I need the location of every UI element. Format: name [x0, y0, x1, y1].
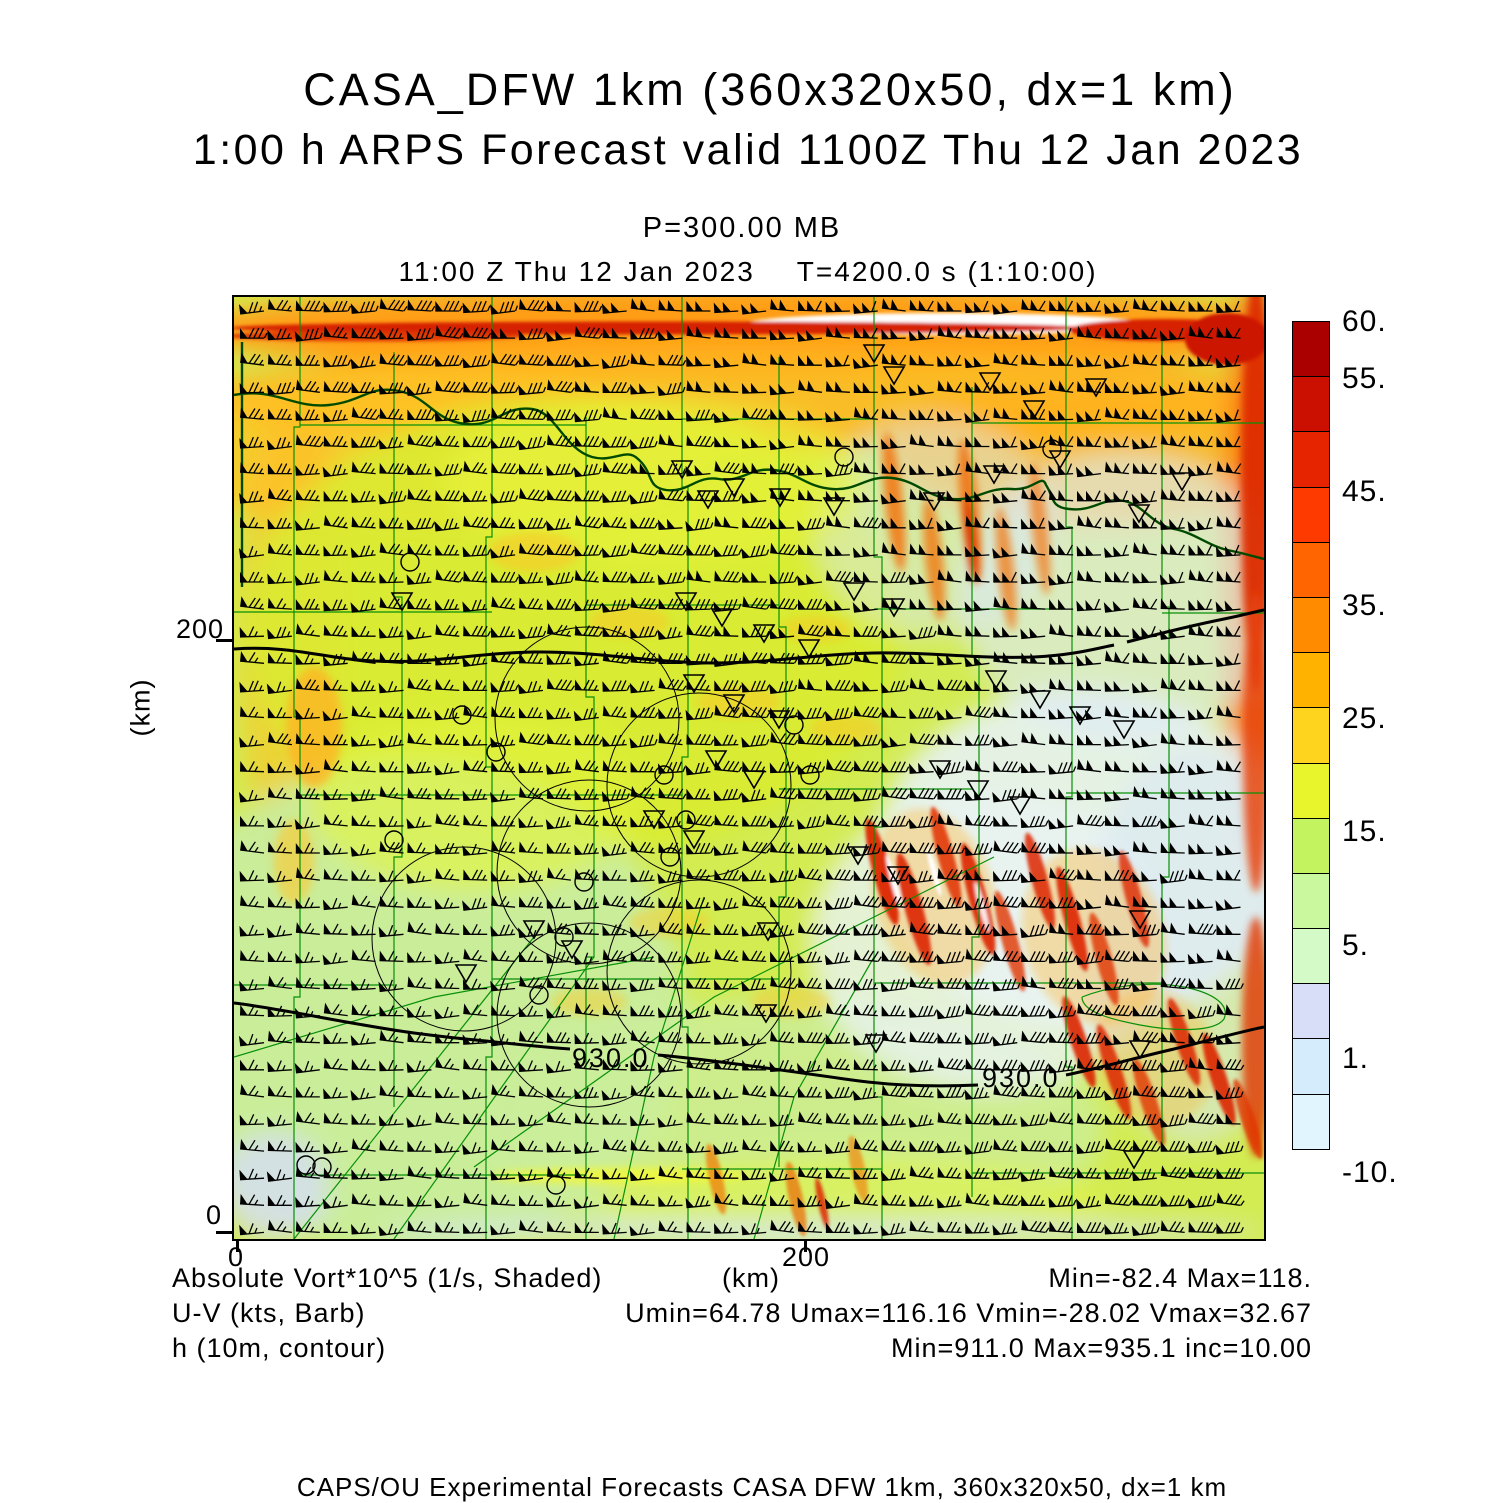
colorbar-tick-label: 25.: [1342, 701, 1387, 735]
plot-subtitle: 1:00 h ARPS Forecast valid 1100Z Thu 12 …: [192, 126, 1304, 174]
x-axis-tick-mark-0: [236, 1239, 239, 1252]
colorbar-cell: [1292, 817, 1330, 875]
elapsed-time: T=4200.0 s (1:10:00): [796, 256, 1098, 287]
legend-contour-field: h (10m, contour): [172, 1333, 387, 1363]
triangle-markers: [390, 344, 1194, 1170]
colorbar-tick-label: 5.: [1342, 928, 1370, 962]
colorbar-cell: [1292, 762, 1330, 820]
contour-label: 930.0: [982, 1063, 1060, 1093]
colorbar-cell: [1292, 431, 1330, 489]
colorbar-cell: [1292, 983, 1330, 1040]
map-frame: 930.0 930.0: [232, 295, 1266, 1241]
colorbar-tick-label: -10.: [1342, 1155, 1398, 1189]
map-canvas: 930.0 930.0: [234, 297, 1264, 1239]
legend-shaded-minmax: Min=-82.4 Max=118.: [1048, 1263, 1312, 1293]
colorbar-cell: [1292, 321, 1330, 378]
colorbar-cell: [1292, 376, 1330, 433]
colorbar-cell: [1292, 596, 1330, 654]
colorbar-tick-label: 15.: [1342, 815, 1387, 849]
colorbar-tick-label: 1.: [1342, 1042, 1370, 1076]
colorbar-cell: [1292, 652, 1330, 709]
y-axis-tick-200: 200: [175, 614, 224, 644]
y-axis-tick-0: 0: [205, 1200, 222, 1230]
legend-barb-field: U-V (kts, Barb): [172, 1298, 366, 1328]
legend-contour-minmax: Min=911.0 Max=935.1 inc=10.00: [890, 1333, 1312, 1363]
colorbar-cell: [1292, 928, 1330, 985]
colorbar-cell: [1292, 872, 1330, 930]
circle-markers: [296, 439, 1062, 1195]
credit-line: CAPS/OU Experimental Forecasts CASA DFW …: [296, 1472, 1228, 1502]
legend-shaded-field: Absolute Vort*10^5 (1/s, Shaded): [172, 1263, 603, 1293]
colorbar-tick-label: 55.: [1342, 361, 1387, 395]
y-axis-tick-mark-200: [216, 639, 232, 642]
colorbar-tick-label: 45.: [1342, 475, 1387, 509]
colorbar-cell: [1292, 1038, 1330, 1096]
x-axis-tick-0: 0: [228, 1242, 245, 1272]
legend-barb-minmax: Umin=64.78 Umax=116.16 Vmin=-28.02 Vmax=…: [625, 1298, 1312, 1328]
contour-label: 930.0: [572, 1043, 650, 1073]
colorbar-cell: [1292, 486, 1330, 544]
x-axis-unit-label: (km): [722, 1263, 780, 1293]
radar-range-rings: [371, 626, 792, 1108]
x-axis-tick-mark-200: [804, 1239, 807, 1252]
colorbar-tick-label: 60.: [1342, 305, 1387, 338]
pressure-level-label: P=300.00 MB: [642, 212, 842, 244]
plot-title: CASA_DFW 1km (360x320x50, dx=1 km): [303, 64, 1237, 115]
y-axis-tick-mark-0: [216, 1231, 232, 1234]
colorbar: 60. 55. 45. 35. 25. 15. 5. 1. -10.: [1292, 305, 1397, 1189]
height-contours: [234, 608, 1264, 1088]
colorbar-tick-label: 35.: [1342, 588, 1387, 622]
map-content: 930.0 930.0: [234, 297, 1264, 1239]
colorbar-cell: [1292, 1093, 1330, 1151]
colorbar-cell: [1292, 707, 1330, 764]
colorbar-cell: [1292, 541, 1330, 599]
valid-time: 11:00 Z Thu 12 Jan 2023: [398, 256, 755, 287]
valid-time-line: 11:00 Z Thu 12 Jan 2023 T=4200.0 s (1:10:…: [398, 256, 1097, 288]
y-axis-label: (km): [125, 678, 156, 737]
